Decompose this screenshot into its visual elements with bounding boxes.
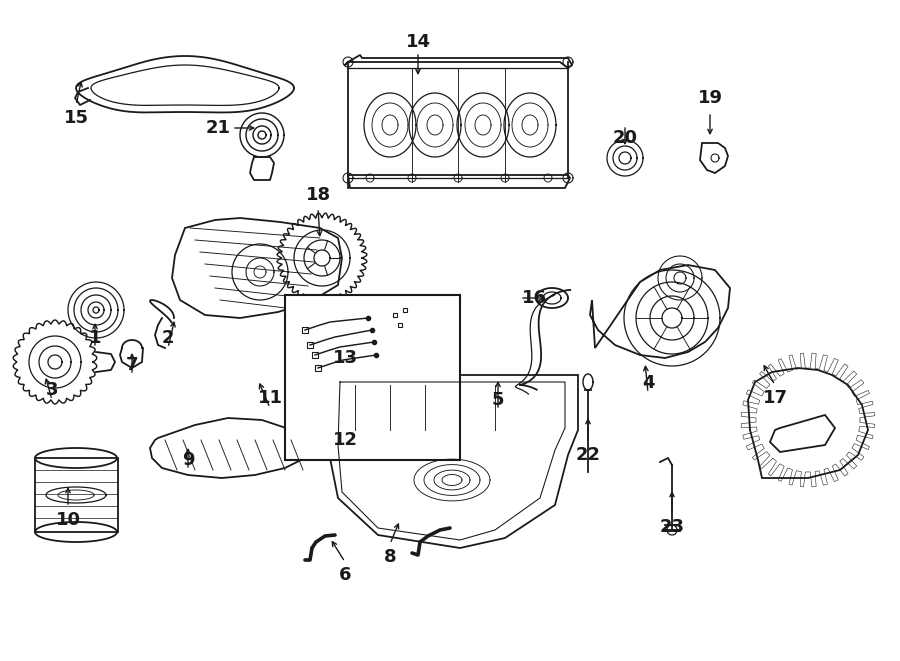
Text: 11: 11 [257,389,283,407]
Text: 12: 12 [332,431,357,449]
Polygon shape [590,265,730,358]
Text: 7: 7 [126,356,139,374]
Text: 22: 22 [575,446,600,464]
Polygon shape [770,415,835,452]
Text: 23: 23 [660,518,685,536]
Polygon shape [172,218,342,318]
Text: 9: 9 [182,451,194,469]
Text: 6: 6 [338,566,351,584]
Text: 15: 15 [64,109,88,127]
Polygon shape [700,143,728,173]
Text: 18: 18 [305,186,330,204]
Text: 19: 19 [698,89,723,107]
Text: 10: 10 [56,511,80,529]
Text: 21: 21 [205,119,230,137]
Text: 4: 4 [642,374,654,392]
Text: 8: 8 [383,548,396,566]
Text: 17: 17 [762,389,788,407]
Text: 13: 13 [332,349,357,367]
Bar [35,458,118,532]
Polygon shape [328,375,578,548]
Bar [285,295,460,460]
Text: 3: 3 [46,381,58,399]
Text: 16: 16 [521,289,546,307]
Text: 14: 14 [406,33,430,51]
Text: 2: 2 [162,329,175,347]
Text: 20: 20 [613,129,637,147]
Polygon shape [150,418,308,478]
Polygon shape [748,368,868,478]
Text: 5: 5 [491,391,504,409]
Text: 1: 1 [89,329,101,347]
